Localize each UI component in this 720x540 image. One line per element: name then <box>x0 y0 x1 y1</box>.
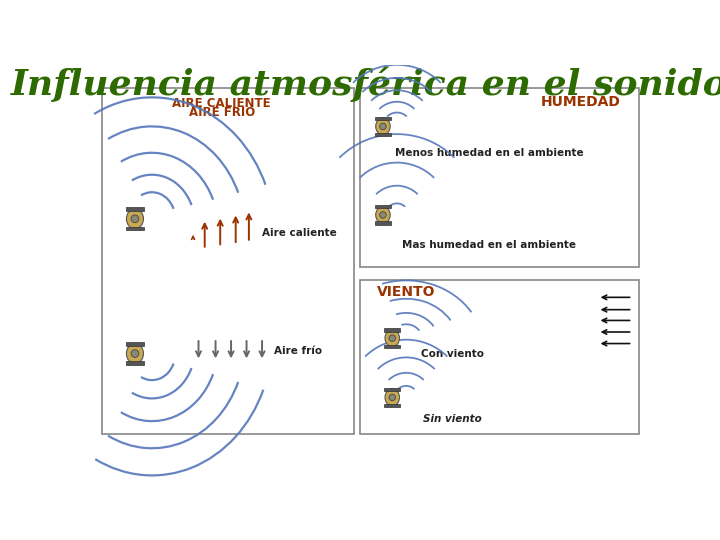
Ellipse shape <box>376 118 390 135</box>
Text: AIRE CALIENTE: AIRE CALIENTE <box>172 97 271 110</box>
Text: HUMEDAD: HUMEDAD <box>541 94 621 109</box>
Bar <box>126 342 144 346</box>
Bar <box>375 205 391 208</box>
Text: Menos humedad en el ambiente: Menos humedad en el ambiente <box>395 148 583 158</box>
Bar <box>126 207 144 211</box>
Bar <box>375 221 391 225</box>
Text: Aire caliente: Aire caliente <box>262 228 337 238</box>
Circle shape <box>131 350 139 357</box>
Bar <box>384 388 400 391</box>
Bar <box>375 133 391 136</box>
Bar <box>126 361 144 365</box>
Ellipse shape <box>127 343 143 363</box>
Text: AIRE FRIO: AIRE FRIO <box>189 106 255 119</box>
Text: VIENTO: VIENTO <box>377 285 436 299</box>
Text: Con viento: Con viento <box>421 348 484 359</box>
Text: Aire frío: Aire frío <box>274 346 323 356</box>
Circle shape <box>389 394 395 401</box>
Text: Sin viento: Sin viento <box>423 414 482 424</box>
Circle shape <box>379 123 386 130</box>
Circle shape <box>389 335 395 341</box>
Ellipse shape <box>385 389 400 406</box>
Bar <box>384 345 400 348</box>
Bar <box>375 117 391 120</box>
Ellipse shape <box>127 209 143 229</box>
Bar <box>102 88 354 434</box>
Text: Mas humedad en el ambiente: Mas humedad en el ambiente <box>402 240 576 250</box>
Bar <box>384 328 400 332</box>
Ellipse shape <box>376 206 390 224</box>
Bar <box>360 88 639 267</box>
Bar <box>126 226 144 231</box>
Bar <box>384 404 400 407</box>
Circle shape <box>131 215 139 222</box>
Ellipse shape <box>385 329 400 347</box>
Text: Influencia atmosférica en el sonido: Influencia atmosférica en el sonido <box>11 66 720 102</box>
Circle shape <box>379 212 386 218</box>
Bar <box>360 280 639 434</box>
